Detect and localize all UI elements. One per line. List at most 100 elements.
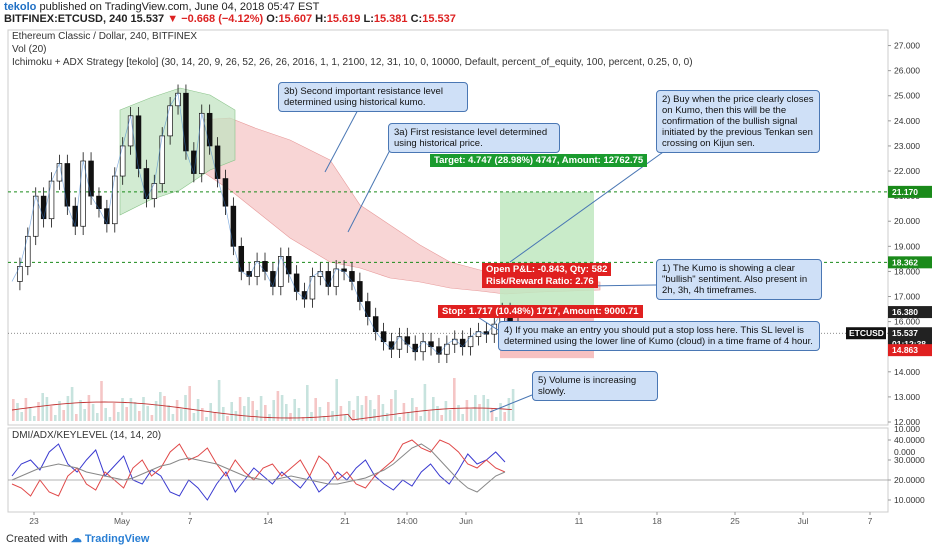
candle-body [112, 175, 118, 225]
candle-body [17, 266, 23, 282]
price-axis-label: 13.000 [894, 392, 920, 402]
candle-body [444, 343, 450, 355]
callout-3b: 3b) Second important resistance level de… [278, 82, 468, 112]
volume-bar [327, 402, 330, 421]
volume-bar [390, 399, 393, 421]
volume-bar [226, 416, 229, 421]
volume-bar [16, 403, 19, 421]
footer: Created with ☁ TradingView [6, 532, 149, 545]
author-name[interactable]: tekolo [4, 1, 37, 13]
volume-bar [381, 404, 385, 421]
candle-body [285, 256, 292, 275]
volume-bar [62, 410, 65, 421]
volume-axis-label: 0.000 [894, 447, 916, 457]
volume-bar [54, 415, 57, 421]
volume-bar [453, 378, 456, 421]
tradingview-brand[interactable]: TradingView [84, 533, 150, 545]
stop-price-tag: 14.863 [892, 345, 918, 355]
close-value: 15.537 [422, 13, 456, 25]
volume-bar [163, 396, 166, 421]
volume-bar [377, 395, 380, 421]
volume-bar [180, 409, 183, 421]
symbol-label[interactable]: BITFINEX:ETCUSD, 240 [4, 13, 128, 25]
target-zone [500, 191, 594, 313]
price-axis-label: 17.000 [894, 292, 920, 302]
callout-3a-pointer [347, 149, 391, 233]
time-axis-label: 21 [340, 516, 350, 526]
price-axis-label: 12.000 [894, 417, 920, 427]
price-axis-label: 27.000 [894, 41, 920, 51]
volume-bar [108, 417, 112, 421]
volume-bar [272, 400, 275, 421]
candle-body [88, 160, 94, 197]
volume-bar [41, 393, 44, 421]
time-axis-label: 18 [652, 516, 662, 526]
volume-bar [419, 416, 422, 421]
header: tekolo published on TradingView.com, Jun… [0, 0, 932, 26]
volume-ma-line [11, 401, 512, 421]
dmi-axis-label: 10.0000 [894, 495, 925, 505]
time-axis-label: Jun [459, 516, 473, 526]
entry-tag-bg [888, 306, 932, 319]
candle-body [238, 245, 245, 272]
candle-body [183, 92, 189, 152]
risk-reward-label: Risk/Reward Ratio: 2.76 [482, 275, 598, 288]
low-value: 15.381 [373, 13, 408, 25]
candle-body [467, 336, 474, 348]
volume-bar [138, 411, 141, 421]
open-pnl-label: Open P&L: -0.843, Qty: 582 [482, 263, 612, 276]
dmi-axis-label: 30.0000 [894, 455, 925, 465]
stop-label: Stop: 1.717 (10.48%) 1717, Amount: 9000.… [438, 305, 643, 318]
volume-bar [503, 412, 506, 421]
volume-bar [289, 413, 292, 421]
volume-bar [238, 397, 242, 421]
kumo-cloud-bearish [199, 117, 601, 295]
volume-bar [373, 409, 376, 421]
volume-bar [79, 400, 82, 421]
volume-bar [432, 397, 435, 421]
stop-price-tag-bg [888, 344, 932, 357]
volume-bar [175, 400, 179, 421]
chart-title: Ethereum Classic / Dollar, 240, BITFINEX [12, 31, 198, 42]
candle-body [206, 112, 213, 147]
volume-bar [49, 406, 53, 421]
candle-body [104, 208, 110, 225]
candle-body [143, 168, 150, 199]
entry-tag: 16.380 [892, 307, 918, 317]
time-axis-label: 7 [868, 516, 873, 526]
volume-bar [461, 414, 464, 421]
price-pane-frame [7, 29, 889, 426]
callout-2-pointer [509, 149, 667, 263]
candle-body [80, 160, 86, 227]
volume-bar [20, 412, 23, 421]
candle-body [357, 281, 363, 302]
volume-bar [184, 395, 187, 421]
candle-body [167, 105, 173, 137]
volume-bar [385, 413, 389, 421]
candle-body [230, 205, 237, 247]
volume-bar [499, 403, 502, 421]
volume-bar [91, 404, 95, 421]
volume-bar [444, 401, 448, 421]
candle-body [32, 195, 39, 237]
volume-bar [222, 407, 225, 421]
volume-bar [37, 402, 40, 421]
price-axis-label: 19.000 [894, 241, 920, 251]
volume-bar [495, 417, 498, 421]
volume-bar [322, 416, 326, 421]
price-axis-label: 20.000 [894, 216, 920, 226]
volume-bar [146, 406, 149, 421]
dmi-axis-label: 40.0000 [894, 435, 925, 445]
volume-bar [58, 401, 61, 421]
volume-bar [398, 417, 401, 421]
volume-bar [318, 407, 322, 421]
candle-body [48, 180, 55, 220]
volume-bar [28, 407, 32, 421]
symbol-tag-bg [846, 327, 886, 340]
level-18362-tag: 18.362 [892, 257, 918, 267]
high-label: H: [315, 13, 327, 25]
dmi-line-di [11, 443, 506, 501]
volume-bar [448, 410, 452, 421]
volume-bar [280, 395, 284, 421]
